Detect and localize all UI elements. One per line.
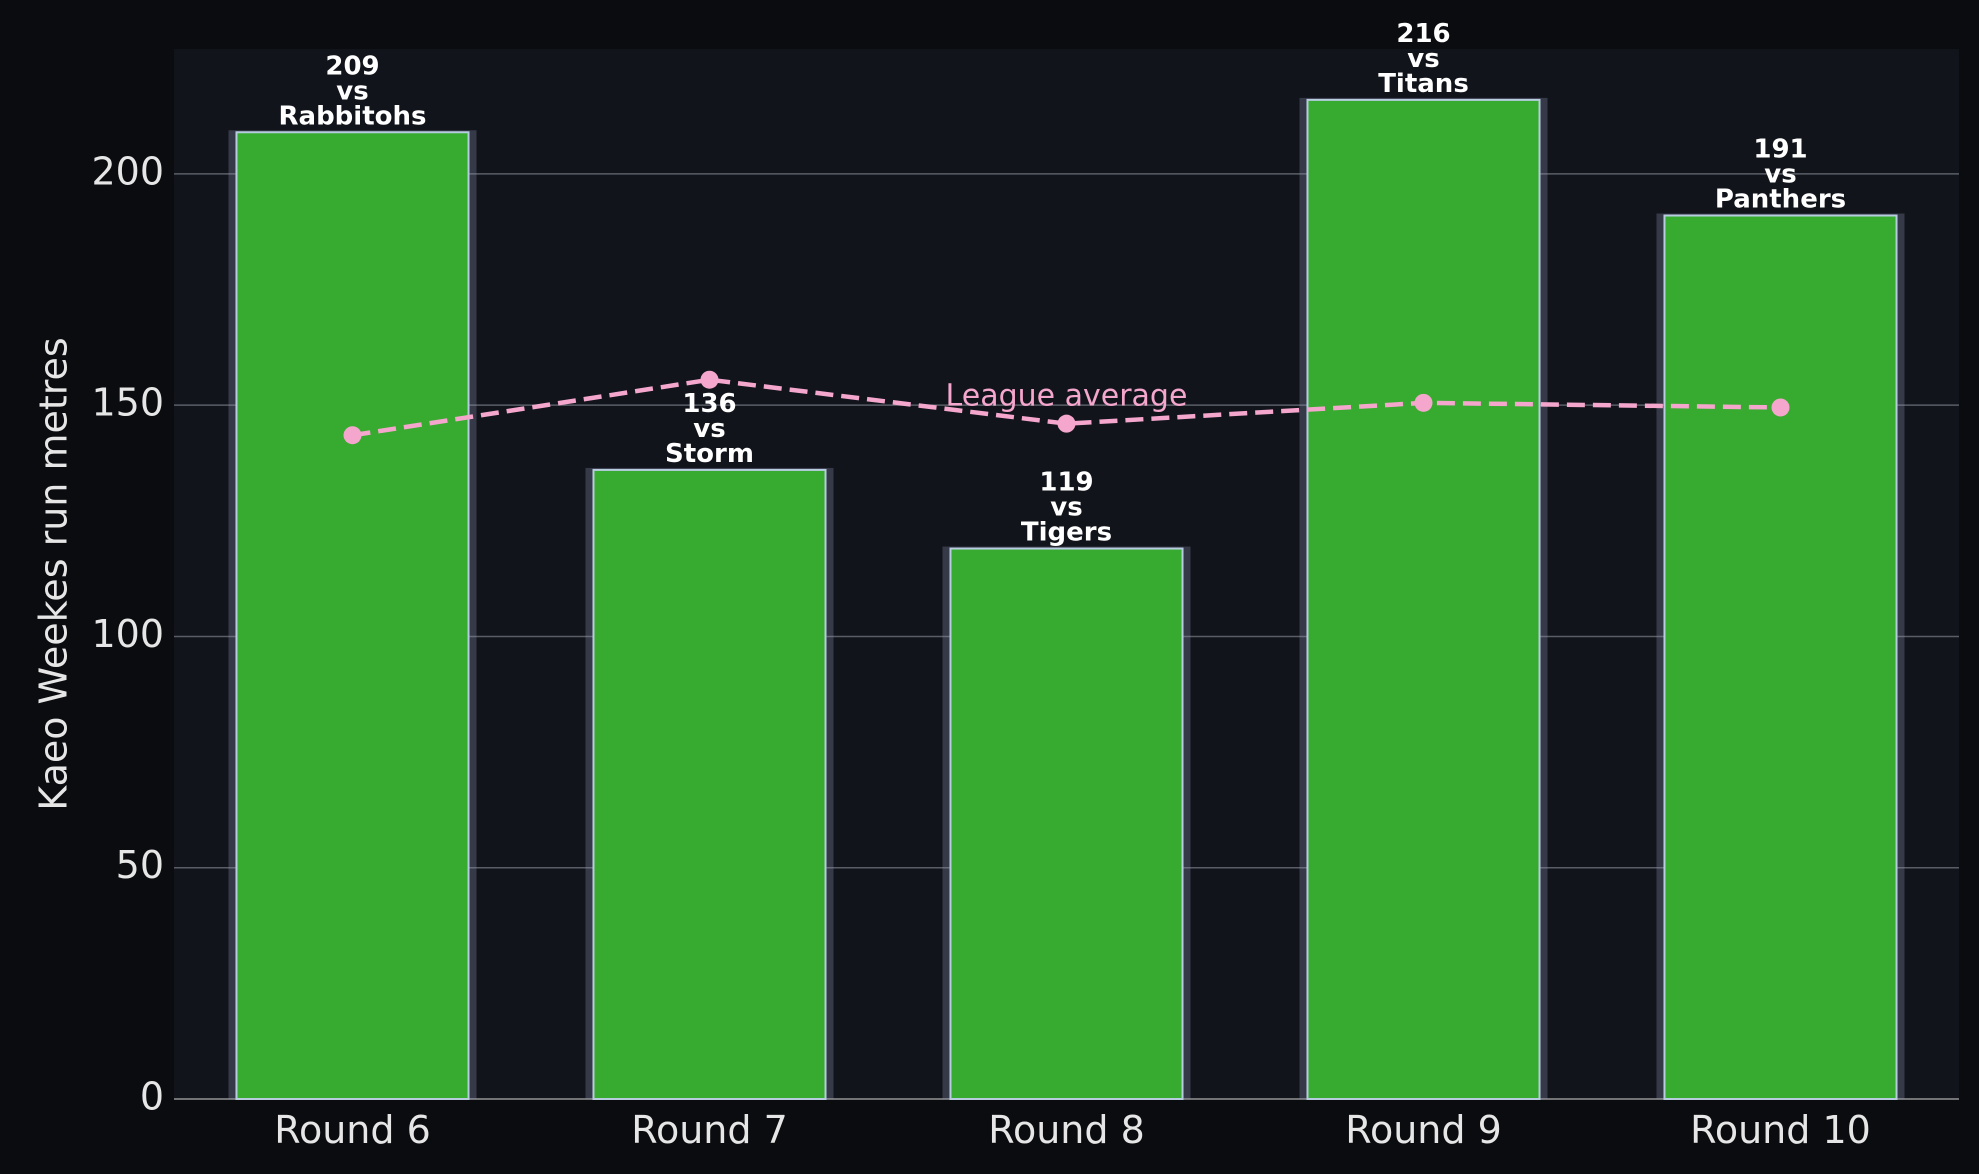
data-label-connector: vs: [1764, 160, 1796, 190]
y-tick-label: 50: [116, 843, 164, 887]
y-tick-label: 150: [91, 381, 164, 425]
data-label: 191: [1753, 135, 1807, 165]
y-axis-label: Kaeo Weekes run metres: [32, 337, 76, 810]
data-label-connector: vs: [693, 414, 725, 444]
data-label-opponent: Rabbitohs: [279, 101, 427, 131]
line-marker: [1771, 398, 1790, 417]
x-tick-label: Round 9: [1345, 1108, 1502, 1152]
data-label-opponent: Titans: [1378, 69, 1469, 99]
y-tick-label: 0: [140, 1075, 164, 1119]
data-label-opponent: Panthers: [1715, 185, 1846, 215]
x-tick-label: Round 7: [631, 1108, 788, 1152]
bar: [949, 547, 1184, 1100]
line-marker: [1414, 393, 1433, 412]
x-tick-label: Round 6: [274, 1108, 431, 1152]
data-label-connector: vs: [1407, 44, 1439, 74]
line-label: League average: [946, 379, 1188, 414]
bar: [1306, 98, 1541, 1101]
data-label: 136: [682, 389, 736, 419]
data-label: 216: [1396, 19, 1450, 49]
x-tick-label: Round 10: [1690, 1108, 1871, 1152]
data-label-opponent: Tigers: [1021, 518, 1112, 548]
y-tick-label: 100: [91, 612, 164, 656]
y-tick-label: 200: [91, 149, 164, 193]
data-label-connector: vs: [1050, 493, 1082, 523]
x-tick-label: Round 8: [988, 1108, 1145, 1152]
line-marker: [1057, 414, 1076, 433]
line-marker: [343, 426, 362, 445]
line-marker: [700, 370, 719, 389]
data-label: 209: [325, 51, 379, 81]
data-label: 119: [1039, 468, 1093, 498]
bar: [1663, 214, 1898, 1100]
data-label-opponent: Storm: [665, 439, 754, 469]
bar: [592, 468, 827, 1100]
data-label-connector: vs: [336, 76, 368, 106]
line: [352, 377, 1781, 438]
bar: [235, 131, 470, 1101]
